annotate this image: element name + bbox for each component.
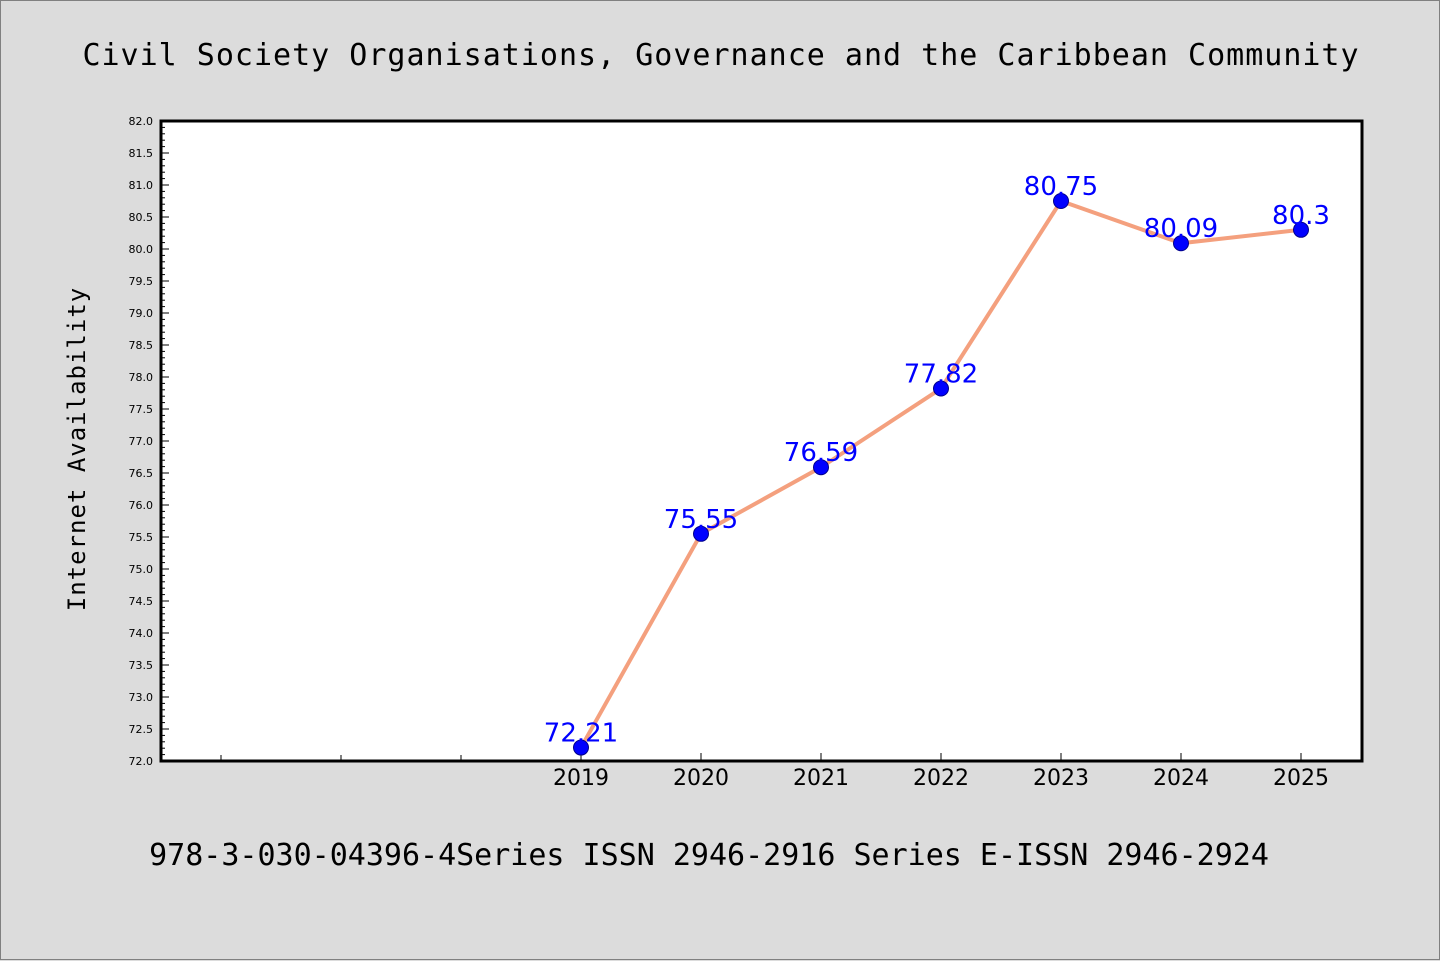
x-tick-label: 2021: [793, 766, 849, 791]
data-label: 75.55: [664, 505, 738, 535]
data-label: 80.3: [1272, 201, 1330, 231]
y-tick-label: 75.5: [129, 531, 154, 544]
y-tick-label: 79.0: [129, 307, 154, 320]
y-tick-label: 78.5: [129, 339, 154, 352]
y-tick-label: 79.5: [129, 275, 154, 288]
y-tick-label: 73.5: [129, 659, 154, 672]
y-tick-label: 76.0: [129, 499, 154, 512]
y-tick-label: 75.0: [129, 563, 154, 576]
data-labels-layer: 72.21 75.55 76.59 77.82 80.75 80.09 80.3: [544, 172, 1330, 749]
y-tick-label: 74.0: [129, 627, 154, 640]
chart-title: Civil Society Organisations, Governance …: [82, 38, 1359, 73]
y-tick-label: 80.0: [129, 243, 154, 256]
y-tick-label: 76.5: [129, 467, 154, 480]
y-tick-label: 73.0: [129, 691, 154, 704]
y-tick-label: 80.5: [129, 211, 154, 224]
y-tick-label: 78.0: [129, 371, 154, 384]
y-axis-label: Internet Availability: [63, 287, 91, 611]
data-point: [573, 739, 589, 756]
x-tick-label: 2024: [1153, 766, 1209, 791]
data-label: 77.82: [904, 360, 978, 390]
data-point: [693, 525, 709, 542]
x-tick-label: 2019: [553, 766, 609, 791]
data-label: 80.09: [1144, 214, 1218, 244]
y-tick-label: 77.5: [129, 403, 154, 416]
y-tick-label: 72.5: [129, 723, 154, 736]
x-tick-label: 2020: [673, 766, 729, 791]
y-tick-label: 81.0: [129, 179, 154, 192]
data-points-layer: [573, 193, 1309, 756]
plot-frame: [159, 119, 1364, 763]
y-tick-label: 81.5: [129, 147, 154, 160]
data-label: 80.75: [1024, 172, 1098, 202]
data-label: 72.21: [544, 719, 618, 749]
data-point: [1173, 235, 1189, 252]
data-label: 76.59: [784, 438, 858, 468]
data-point: [1293, 221, 1309, 238]
x-tick-label: 2023: [1033, 766, 1089, 791]
y-tick-label: 72.0: [129, 755, 154, 768]
data-point: [813, 459, 829, 476]
y-tick-label: 77.0: [129, 435, 154, 448]
data-point: [933, 380, 949, 397]
axis-ticks: 72.0 72.5 73.0 73.5 74.0 74.5 75.0 75.5 76.0 76.5…: [129, 115, 1330, 791]
data-point: [1053, 193, 1069, 209]
x-tick-label: 2025: [1273, 766, 1329, 791]
x-tick-label: 2022: [913, 766, 969, 791]
plot-area: [161, 121, 1362, 761]
y-tick-label: 82.0: [129, 115, 154, 128]
footer-isbn-text: 978-3-030-04396-4Series ISSN 2946-2916 S…: [149, 838, 1269, 873]
y-tick-label: 74.5: [129, 595, 154, 608]
